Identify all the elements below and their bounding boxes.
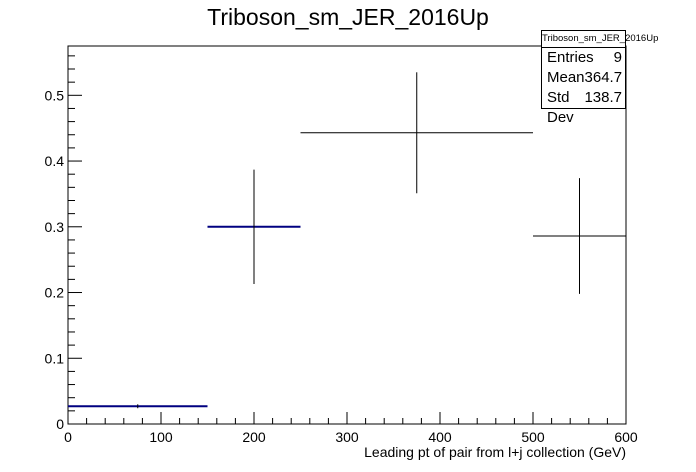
stats-row-entries: Entries 9 — [542, 48, 625, 68]
data-point — [533, 178, 626, 294]
data-point — [207, 169, 301, 284]
chart-title: Triboson_sm_JER_2016Up — [207, 4, 489, 30]
x-tick-label: 500 — [521, 429, 545, 445]
entries-label: Entries — [547, 49, 594, 66]
y-tick-label: 0.2 — [45, 285, 65, 301]
stats-box-title: Triboson_sm_JER_2016Up — [542, 31, 658, 48]
x-axis-label: Leading pt of pair from l+j collection (… — [364, 444, 626, 460]
data-points — [68, 72, 626, 409]
x-tick-label: 100 — [149, 429, 173, 445]
y-tick-label: 0 — [56, 416, 64, 432]
x-tick-label: 600 — [614, 429, 638, 445]
x-axis: 0 100 200 300 400 500 600 — [64, 412, 638, 445]
data-point — [68, 404, 208, 409]
x-tick-label: 0 — [64, 429, 72, 445]
mean-value: 364.7 — [584, 69, 623, 86]
stddev-label: Std Dev — [547, 89, 574, 126]
y-tick-label: 0.1 — [45, 350, 65, 366]
entries-value: 9 — [613, 49, 622, 66]
stats-row-mean: Mean 364.7 — [542, 68, 625, 88]
x-tick-label: 200 — [242, 429, 266, 445]
x-tick-label: 400 — [428, 429, 452, 445]
stddev-value: 138.7 — [584, 89, 622, 106]
y-tick-label: 0.4 — [45, 153, 65, 169]
data-point — [300, 72, 533, 194]
x-tick-label: 300 — [335, 429, 359, 445]
stats-box: Triboson_sm_JER_2016Up Entries 9 Mean 36… — [541, 30, 658, 126]
y-axis: 0 0.1 0.2 0.3 0.4 0.5 — [45, 55, 82, 432]
y-tick-label: 0.3 — [45, 219, 65, 235]
y-tick-label: 0.5 — [45, 87, 65, 103]
mean-label: Mean — [547, 69, 585, 86]
stats-row-stddev: Std Dev 138.7 — [542, 88, 625, 126]
